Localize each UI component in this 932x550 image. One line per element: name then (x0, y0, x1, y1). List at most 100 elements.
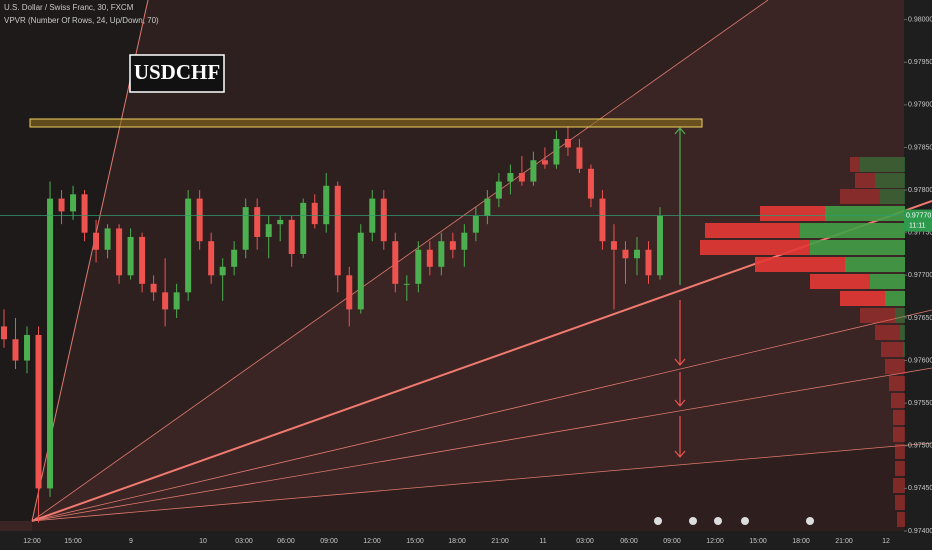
candle-body (311, 202, 318, 225)
candle-body (472, 215, 479, 233)
vp-down (705, 223, 800, 238)
candle-body (438, 241, 445, 267)
y-tick-label: 0.97400 (908, 528, 932, 535)
vp-down (700, 240, 810, 255)
x-tick-label: 18:00 (448, 538, 466, 545)
candle-body (403, 283, 410, 285)
candle-body (81, 194, 88, 233)
candle-body (47, 198, 54, 489)
candle-body (12, 339, 19, 361)
x-tick-label: 12 (882, 538, 890, 545)
indicator-label: VPVR (Number Of Rows, 24, Up/Down, 70) (4, 16, 159, 25)
down-arrow (674, 416, 686, 458)
x-tick-label: 09:00 (663, 538, 681, 545)
vp-down (885, 359, 905, 374)
candle-body (334, 185, 341, 276)
candle-body (323, 185, 330, 225)
last-price-tag (904, 209, 932, 232)
vp-up (870, 274, 905, 289)
vp-down (893, 478, 905, 493)
candle-body (346, 275, 353, 310)
candle-body (541, 160, 548, 165)
symbol-header: U.S. Dollar / Swiss Franc, 30, FXCM (4, 3, 134, 12)
candle-body (300, 202, 307, 254)
candle-body (242, 207, 249, 250)
y-tick-label: 0.97650 (908, 315, 932, 322)
candle-body (254, 207, 261, 237)
x-tick-label: 15:00 (749, 538, 767, 545)
y-tick-label: 0.97950 (908, 59, 932, 66)
x-tick-label: 12:00 (706, 538, 724, 545)
candle-body (185, 198, 192, 293)
candle-body (162, 292, 169, 310)
candle-body (484, 198, 491, 216)
title-box (129, 54, 225, 93)
vp-up (875, 173, 905, 188)
x-tick-label: 09:00 (320, 538, 338, 545)
x-tick-label: 9 (129, 538, 133, 545)
x-tick-label: 06:00 (620, 538, 638, 545)
candle-body (633, 249, 640, 259)
candle-body (231, 249, 238, 267)
candle-body (426, 249, 433, 267)
x-tick-label: 10 (199, 538, 207, 545)
candle-body (357, 232, 364, 310)
vp-down (881, 342, 903, 357)
x-tick-label: 06:00 (277, 538, 295, 545)
event-icon[interactable] (654, 517, 662, 525)
vp-up (903, 342, 905, 357)
candle-body (645, 249, 652, 276)
candle-body (622, 249, 629, 259)
candle-body (24, 334, 31, 361)
candle-body (587, 168, 594, 199)
candle-body (150, 283, 157, 293)
fan-line (31, 367, 932, 522)
candle-body (530, 160, 537, 182)
y-tick-label: 0.97600 (908, 357, 932, 364)
candle-body (449, 241, 456, 250)
candle-body (518, 173, 525, 182)
fan-line (31, 0, 769, 522)
time-axis (0, 531, 904, 550)
vp-down (897, 512, 905, 527)
chart-title: USDCHF (134, 60, 220, 84)
event-icon[interactable] (806, 517, 814, 525)
candle-body (116, 228, 123, 276)
event-icon[interactable] (714, 517, 722, 525)
vp-down (893, 410, 905, 425)
down-arrow (674, 372, 686, 407)
x-tick-label: 18:00 (792, 538, 810, 545)
x-tick-label: 15:00 (64, 538, 82, 545)
vp-up (880, 189, 905, 204)
vp-down (893, 427, 905, 442)
fan-line (31, 442, 932, 522)
y-tick-label: 0.97450 (908, 485, 932, 492)
event-icon[interactable] (741, 517, 749, 525)
vp-up (885, 291, 905, 306)
last-price-label: 0.97770 (906, 212, 931, 219)
y-tick-label: 0.97850 (908, 144, 932, 151)
candles (1, 126, 663, 523)
fan-zone (32, 443, 932, 531)
candle-body (58, 198, 65, 212)
candle-body (415, 249, 422, 284)
candle-body (576, 147, 583, 169)
candle-body (70, 194, 77, 212)
vp-down (755, 257, 845, 272)
resistance-zone (29, 118, 703, 128)
vp-down (850, 157, 860, 172)
y-tick-label: 0.97900 (908, 102, 932, 109)
y-tick-label: 0.97550 (908, 400, 932, 407)
vp-down (875, 325, 900, 340)
vp-up (800, 223, 905, 238)
candle-body (196, 198, 203, 242)
down-arrow (674, 300, 686, 366)
vp-down (891, 393, 905, 408)
event-icon[interactable] (689, 517, 697, 525)
up-arrow (674, 127, 686, 285)
x-tick-label: 03:00 (576, 538, 594, 545)
vp-down (895, 495, 905, 510)
price-grid (904, 19, 907, 532)
vp-down (860, 308, 895, 323)
